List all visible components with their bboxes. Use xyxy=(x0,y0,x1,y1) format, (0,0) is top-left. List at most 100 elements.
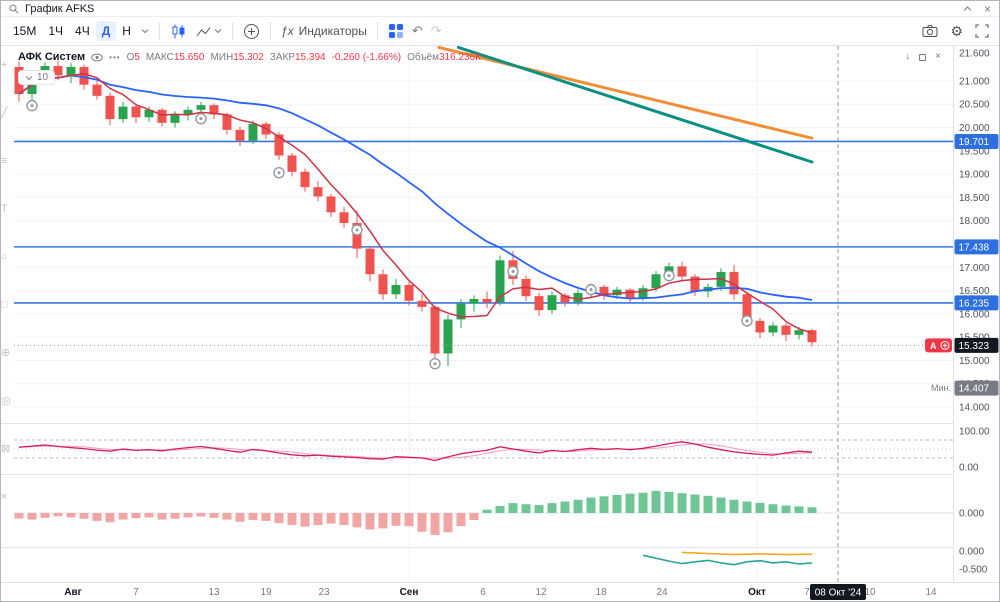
histogram-pane xyxy=(14,491,953,535)
svg-text:-0.500: -0.500 xyxy=(959,565,988,576)
pane-maximize-icon[interactable] xyxy=(919,53,927,61)
indicator-chip[interactable]: 10 xyxy=(18,70,56,85)
candle xyxy=(209,105,219,115)
svg-text:18: 18 xyxy=(595,587,607,598)
titlebar: График AFKS × xyxy=(1,1,999,17)
search-icon[interactable] xyxy=(9,4,19,14)
indicators-button[interactable]: ƒx Индикаторы xyxy=(277,22,371,40)
svg-text:19.500: 19.500 xyxy=(959,146,990,157)
svg-text:10: 10 xyxy=(864,587,876,598)
redo-icon[interactable]: ↷ xyxy=(430,23,442,38)
svg-text:14.000: 14.000 xyxy=(959,403,990,414)
candle xyxy=(755,320,765,333)
lock-tool[interactable]: ⊠ xyxy=(1,443,11,455)
chart-legend: АФК Систем ••• О5 МАКС15.650 МИН15.302 ЗАКР… xyxy=(18,51,487,63)
candle xyxy=(365,248,375,275)
legend-value: О5 xyxy=(126,51,140,63)
candle xyxy=(547,295,557,311)
undo-icon[interactable]: ↶ xyxy=(411,23,423,38)
snapshot-camera-icon[interactable] xyxy=(922,24,938,38)
crosshair-tool[interactable]: + xyxy=(1,59,8,71)
svg-text:7: 7 xyxy=(804,587,810,598)
candle xyxy=(326,196,336,213)
pane-close-icon[interactable]: × xyxy=(935,51,941,62)
candle xyxy=(625,289,635,298)
candle xyxy=(482,298,492,303)
candle xyxy=(612,289,622,296)
fx-icon: ƒx xyxy=(280,24,294,38)
candle xyxy=(274,134,284,156)
timeframe-Д[interactable]: Д xyxy=(95,21,117,41)
svg-text:12: 12 xyxy=(535,587,547,598)
fib-tool[interactable]: ≡ xyxy=(1,155,8,167)
candle xyxy=(781,325,791,335)
candlestick-style-icon[interactable] xyxy=(166,21,191,42)
svg-text:Окт: Окт xyxy=(748,587,766,598)
svg-text:0.000: 0.000 xyxy=(959,547,984,558)
timeframe-menu-icon[interactable] xyxy=(137,26,153,36)
lines-pane xyxy=(642,551,813,566)
level-price-badge: 17.438 xyxy=(954,239,999,255)
settings-gear-icon[interactable]: ⚙ xyxy=(950,22,963,39)
ma-orange xyxy=(437,45,814,140)
toolbar-separator xyxy=(376,22,378,40)
timeframe-4Ч[interactable]: 4Ч xyxy=(69,21,96,41)
line-style-icon[interactable] xyxy=(191,22,226,41)
toolbar-right-cluster: ⚙ xyxy=(922,23,993,40)
trendline-tool[interactable]: ╱ xyxy=(1,107,8,119)
ma-slow xyxy=(18,74,813,301)
indicators-label: Индикаторы xyxy=(298,24,367,38)
candle xyxy=(534,296,544,311)
time-axis[interactable] xyxy=(1,582,1000,602)
zoom-tool[interactable]: ⊕ xyxy=(1,347,11,359)
pane-move-down-icon[interactable]: ↓ xyxy=(905,51,911,62)
svg-text:Авг: Авг xyxy=(64,587,82,598)
svg-text:19.000: 19.000 xyxy=(959,170,990,181)
candle xyxy=(807,330,817,343)
candle xyxy=(287,155,297,172)
crosshair-price-badge: 15.323 xyxy=(954,337,999,353)
svg-text:13: 13 xyxy=(208,587,220,598)
svg-text:100.00: 100.00 xyxy=(959,427,990,438)
svg-text:16.500: 16.500 xyxy=(959,286,990,297)
legend-symbol[interactable]: АФК Систем xyxy=(18,51,86,63)
timeframe-15М[interactable]: 15М xyxy=(7,21,42,41)
legend-more-button[interactable]: ••• xyxy=(109,52,121,62)
svg-text:16.235: 16.235 xyxy=(959,298,990,309)
measure-tool[interactable]: □ xyxy=(1,299,8,311)
layout-grid-icon[interactable] xyxy=(384,21,408,41)
candle xyxy=(573,292,583,303)
text-tool[interactable]: T xyxy=(1,203,8,215)
candle xyxy=(638,288,648,298)
candle xyxy=(469,298,479,304)
close-icon[interactable]: × xyxy=(983,1,991,16)
grid-layer xyxy=(14,46,953,582)
timeframe-Н[interactable]: Н xyxy=(116,21,137,41)
indicator-chip-label: 10 xyxy=(37,72,49,83)
candle xyxy=(560,295,570,303)
fullscreen-icon[interactable] xyxy=(975,24,989,38)
visibility-icon[interactable] xyxy=(91,53,103,62)
main-toolbar: 15М 1Ч 4Ч Д Н ƒx Индикаторы xyxy=(1,17,999,46)
timeframe-1Ч[interactable]: 1Ч xyxy=(42,21,69,41)
candle xyxy=(300,171,310,188)
svg-text:23: 23 xyxy=(318,587,330,598)
compare-add-icon[interactable] xyxy=(239,21,264,42)
crosshair xyxy=(14,46,953,582)
crosshair-date-badge: 08 Окт '24 xyxy=(810,584,866,600)
svg-text:18.500: 18.500 xyxy=(959,193,990,204)
shapes-tool[interactable]: ○ xyxy=(1,251,8,263)
svg-text:18.000: 18.000 xyxy=(959,216,990,227)
level-lines[interactable] xyxy=(14,140,953,304)
alert-badge[interactable]: А xyxy=(925,338,952,353)
candle xyxy=(313,187,323,197)
toolbar-separator xyxy=(269,22,271,40)
candle xyxy=(378,274,388,295)
line-teal xyxy=(642,554,813,566)
collapse-icon[interactable] xyxy=(963,5,972,12)
delete-tool[interactable]: × xyxy=(1,491,8,503)
trade-markers xyxy=(26,99,753,370)
candle xyxy=(352,223,362,249)
magnet-tool[interactable]: ◎ xyxy=(1,395,11,407)
